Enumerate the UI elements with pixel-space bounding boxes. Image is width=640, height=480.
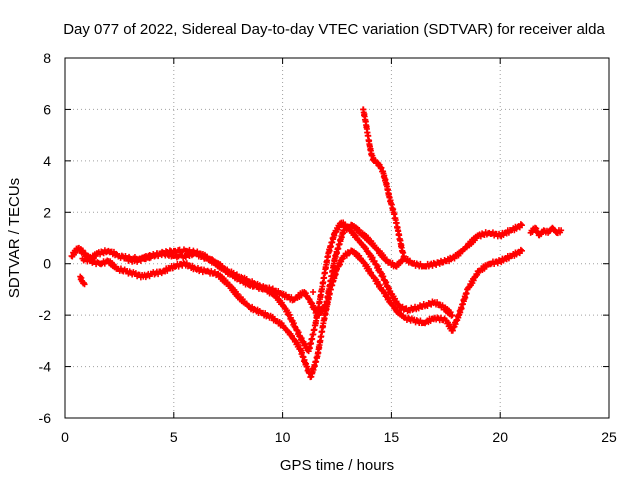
- y-tick-label: 6: [43, 101, 51, 117]
- plot-frame: [64, 57, 610, 419]
- axis-ticks: 0 5 10 15 20 25 -6 -4 -2 0 2 4 6 8: [39, 50, 617, 445]
- data-point-interp: [364, 234, 371, 241]
- y-tick-label: -4: [39, 359, 52, 375]
- x-tick-label: 10: [275, 429, 291, 445]
- x-tick-label: 5: [170, 429, 178, 445]
- x-tick-label: 25: [601, 429, 617, 445]
- y-tick-label: -2: [39, 307, 52, 323]
- data-point: [81, 281, 88, 288]
- data-point-interp: [517, 221, 524, 228]
- data-point: [310, 289, 317, 295]
- y-tick-label: 8: [43, 50, 51, 66]
- data-point: [558, 227, 565, 234]
- data-point: [449, 312, 456, 319]
- y-tick-label: -6: [39, 410, 52, 426]
- y-tick-label: 0: [43, 256, 51, 272]
- y-tick-label: 2: [43, 204, 51, 220]
- y-tick-label: 4: [43, 153, 51, 169]
- chart-title: Day 077 of 2022, Sidereal Day-to-day VTE…: [63, 21, 605, 38]
- data-point-interp: [79, 247, 86, 254]
- data-point-interp: [517, 246, 524, 253]
- x-tick-label: 0: [61, 429, 69, 445]
- x-tick-label: 20: [492, 429, 508, 445]
- y-axis-label: SDTVAR / TECUs: [6, 178, 23, 298]
- data-point: [518, 222, 525, 229]
- data-marks: [68, 106, 565, 381]
- x-axis-label: GPS time / hours: [280, 457, 394, 474]
- grid: [65, 58, 609, 418]
- data-point: [401, 255, 408, 262]
- data-point: [518, 247, 525, 254]
- x-tick-label: 15: [384, 429, 400, 445]
